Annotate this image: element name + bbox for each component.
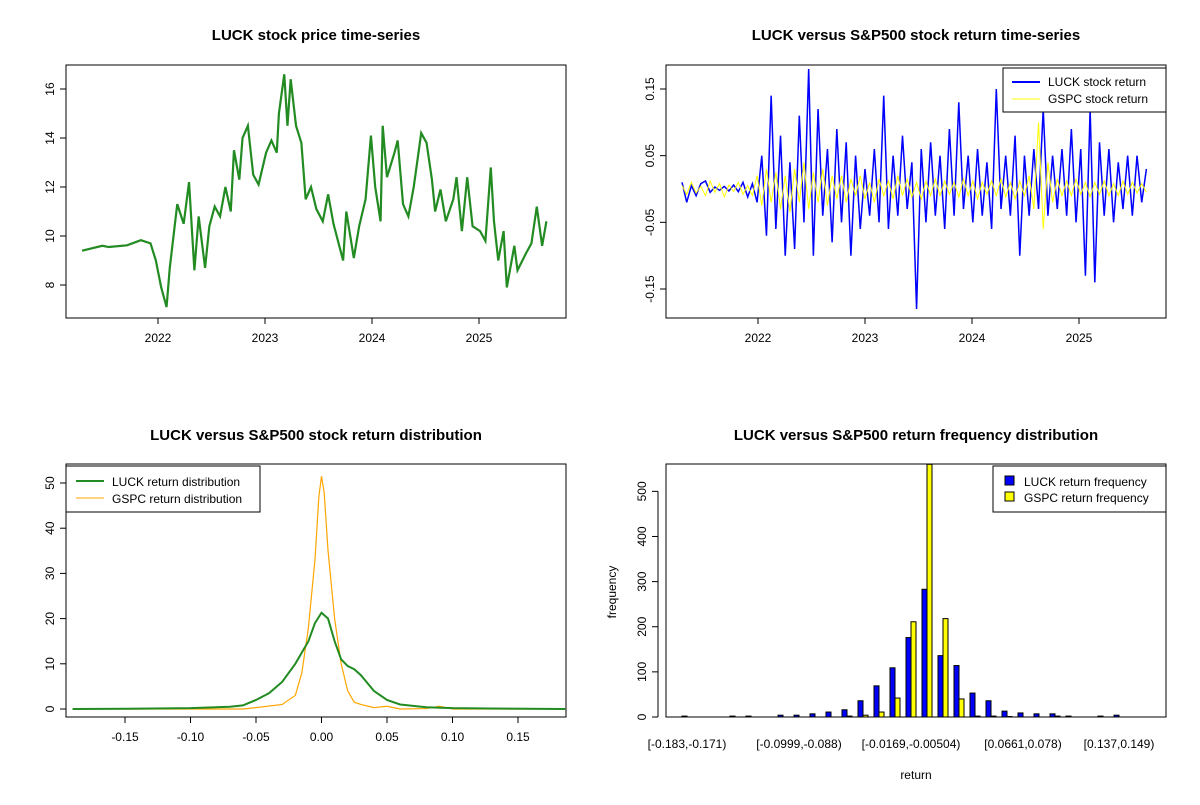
hist-x-tick-label: [-0.0169,-0.00504): [862, 737, 961, 751]
legend-label: GSPC return frequency: [1024, 491, 1149, 505]
price-x-tick-label: 2022: [145, 331, 172, 345]
return-y-tick-label: -0.05: [643, 208, 657, 236]
hist-legend: [993, 466, 1166, 512]
luck-bar: [858, 701, 863, 717]
hist-x-tick-label: [0.0661,0.078): [984, 737, 1061, 751]
luck-bar: [922, 589, 927, 717]
legend-label: LUCK stock return: [1048, 75, 1146, 89]
price-chart-title: LUCK stock price time-series: [212, 27, 420, 44]
return-x-tick-label: 2023: [852, 331, 879, 345]
hist-x-tick-label: [-0.0999,-0.088): [756, 737, 841, 751]
gspc-bar: [911, 622, 916, 717]
histogram-ylabel: frequency: [605, 566, 619, 619]
price-plot-frame: [66, 65, 566, 318]
hist-y-tick-label: 400: [635, 526, 649, 546]
density-y-tick-label: 30: [43, 566, 57, 580]
gspc-bar: [895, 698, 900, 717]
return-y-tick-label: 0.15: [643, 77, 657, 101]
legend-label: GSPC stock return: [1048, 92, 1148, 106]
density-y-tick-label: 50: [43, 476, 57, 490]
luck-bar: [842, 710, 847, 717]
price-y-tick-label: 10: [43, 229, 57, 243]
luck-bar: [906, 638, 911, 717]
legend-label: LUCK return frequency: [1024, 475, 1147, 489]
legend-label: GSPC return distribution: [112, 492, 242, 506]
hist-y-tick-label: 100: [635, 662, 649, 682]
hist-y-tick-label: 500: [635, 481, 649, 501]
density-x-tick-label: 0.15: [506, 730, 530, 744]
price-x-tick-label: 2024: [359, 331, 386, 345]
return-x-tick-label: 2024: [959, 331, 986, 345]
gspc-bar: [927, 464, 932, 717]
density-x-tick-label: 0.10: [441, 730, 465, 744]
return-chart-title: LUCK versus S&P500 stock return time-ser…: [752, 27, 1080, 44]
density-y-tick-label: 40: [43, 521, 57, 535]
gspc-bar: [959, 699, 964, 717]
hist-x-tick-label: [0.137,0.149): [1084, 737, 1155, 751]
price-y-tick-label: 12: [43, 180, 57, 194]
gspc-bar: [879, 712, 884, 717]
hist-y-tick-label: 200: [635, 616, 649, 636]
price-y-tick-label: 8: [43, 281, 57, 288]
density-chart-title: LUCK versus S&P500 stock return distribu…: [150, 427, 482, 444]
luck-bar: [1002, 711, 1007, 717]
price-y-tick-label: 16: [43, 82, 57, 96]
density-x-tick-label: 0.00: [310, 730, 334, 744]
histogram-chart-title: LUCK versus S&P500 return frequency dist…: [734, 427, 1098, 444]
price-y-tick-label: 14: [43, 131, 57, 145]
luck-density-line: [73, 613, 566, 709]
gspc-bar: [943, 619, 948, 717]
luck-bar: [954, 666, 959, 717]
return-x-tick-label: 2025: [1066, 331, 1093, 345]
luck-bar: [890, 668, 895, 717]
histogram-xlabel: return: [900, 768, 931, 782]
luck-bar: [826, 712, 831, 717]
luck-bar: [938, 656, 943, 717]
luck-bar: [874, 686, 879, 717]
luck-bar: [970, 693, 975, 717]
hist-y-tick-label: 0: [635, 713, 649, 720]
legend-swatch: [1005, 492, 1014, 501]
density-y-tick-label: 10: [43, 657, 57, 671]
density-x-tick-label: 0.05: [375, 730, 399, 744]
return-x-tick-label: 2022: [745, 331, 772, 345]
luck-bar: [986, 701, 991, 717]
density-x-tick-label: -0.10: [177, 730, 205, 744]
hist-y-tick-label: 300: [635, 571, 649, 591]
price-x-tick-label: 2025: [466, 331, 493, 345]
legend-label: LUCK return distribution: [112, 475, 240, 489]
density-x-tick-label: -0.05: [242, 730, 270, 744]
density-y-tick-label: 0: [43, 705, 57, 712]
return-y-tick-label: -0.15: [643, 275, 657, 303]
density-y-tick-label: 20: [43, 612, 57, 626]
legend-swatch: [1005, 476, 1014, 485]
return-y-tick-label: 0.05: [643, 144, 657, 168]
density-x-tick-label: -0.15: [111, 730, 139, 744]
hist-x-tick-label: [-0.183,-0.171): [648, 737, 727, 751]
luck-bar: [1018, 713, 1023, 717]
price-line: [82, 74, 546, 307]
price-x-tick-label: 2023: [252, 331, 279, 345]
